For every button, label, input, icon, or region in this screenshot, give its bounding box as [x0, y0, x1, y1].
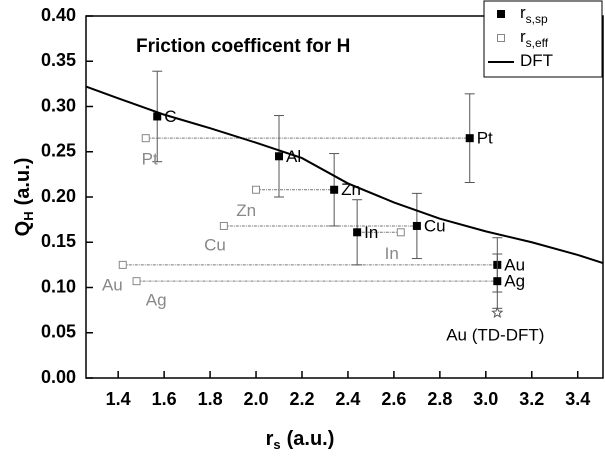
annotation-text: Au (TD-DFT)	[446, 325, 544, 344]
y-label-sub: H	[21, 211, 36, 220]
x-tick-label: 2.4	[335, 389, 360, 409]
point-label: Cu	[424, 216, 446, 235]
y-label-main: Q	[12, 221, 34, 237]
open-point-label: In	[385, 244, 399, 263]
point	[465, 134, 474, 143]
legend-marker	[497, 34, 505, 42]
y-axis-label: QH (a.u.)	[12, 158, 36, 237]
x-label-main: r	[266, 428, 274, 450]
point-label: In	[364, 223, 378, 242]
open-point-label: Ag	[146, 291, 167, 310]
x-tick-label: 1.4	[106, 389, 131, 409]
chart-title: Friction coefficent for H	[136, 36, 350, 57]
annotation-star	[491, 306, 504, 318]
point	[493, 277, 502, 286]
open-point	[252, 185, 261, 194]
open-point	[141, 134, 150, 143]
point	[153, 112, 162, 121]
y-tick-label: 0.10	[41, 276, 76, 296]
x-tick-label: 2.0	[244, 389, 269, 409]
open-point-label: Pt	[142, 150, 158, 169]
x-tick-label: 2.2	[289, 389, 314, 409]
x-tick-label: 2.6	[381, 389, 406, 409]
y-tick-label: 0.00	[41, 367, 76, 387]
x-tick-label: 1.6	[152, 389, 177, 409]
y-tick-label: 0.35	[41, 50, 76, 70]
legend-label: rs,eff	[520, 27, 549, 50]
x-tick-label: 2.8	[427, 389, 452, 409]
legend-sub: s,eff	[526, 36, 549, 50]
x-tick-label: 3.0	[473, 389, 498, 409]
point	[353, 228, 362, 237]
legend-name: DFT	[520, 51, 553, 70]
y-tick-label: 0.30	[41, 95, 76, 115]
x-label-sub: s	[273, 437, 280, 452]
x-label-unit: (a.u.)	[287, 428, 335, 450]
point-label: Au	[504, 255, 525, 274]
legend-label: DFT	[520, 51, 553, 70]
legend-sub: s,sp	[526, 12, 548, 26]
x-tick-label: 1.8	[198, 389, 223, 409]
open-point	[219, 221, 228, 230]
y-tick-label: 0.15	[41, 231, 76, 251]
open-point-label: Au	[102, 275, 123, 294]
open-point	[396, 228, 405, 237]
x-axis-label: rs (a.u.)	[266, 428, 335, 452]
open-point	[118, 260, 127, 269]
y-tick-label: 0.25	[41, 141, 76, 161]
x-tick-label: 3.4	[565, 389, 590, 409]
legend-label: rs,sp	[520, 3, 548, 26]
x-tick-label: 3.2	[519, 389, 544, 409]
point	[412, 221, 421, 230]
legend-name: r	[520, 3, 526, 22]
point-label: Pt	[477, 129, 493, 148]
point	[330, 185, 339, 194]
point	[275, 152, 284, 161]
y-label-unit: (a.u.)	[12, 158, 34, 206]
dft-curve	[85, 85, 604, 265]
open-point	[132, 277, 141, 286]
y-tick-label: 0.40	[41, 5, 76, 25]
open-point-label: Zn	[236, 201, 256, 220]
legend-name: r	[520, 27, 526, 46]
open-point-label: Cu	[204, 235, 226, 254]
point-label: Zn	[341, 180, 361, 199]
y-tick-label: 0.20	[41, 186, 76, 206]
point-label: Ag	[504, 272, 525, 291]
y-tick-label: 0.05	[41, 322, 76, 342]
legend-marker	[497, 10, 505, 18]
